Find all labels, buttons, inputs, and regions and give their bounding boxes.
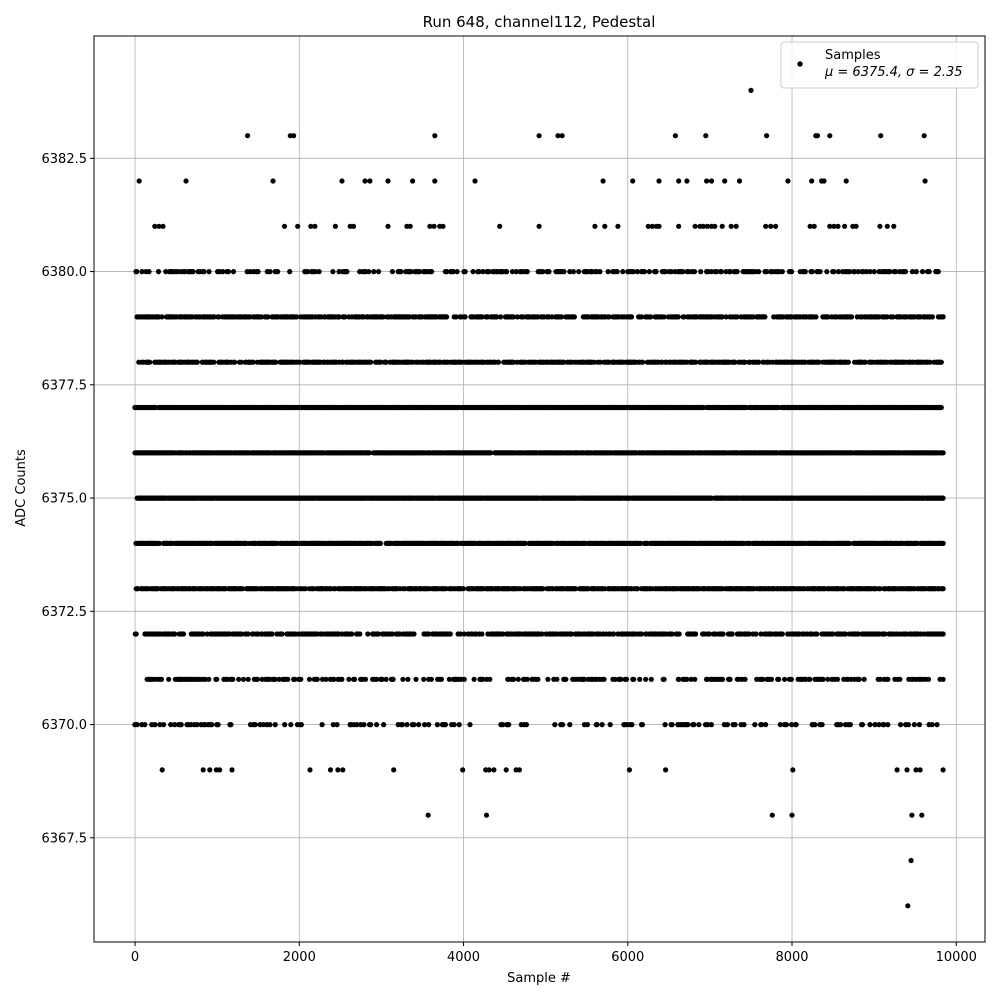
data-point xyxy=(368,359,374,365)
data-point xyxy=(849,314,855,320)
data-point xyxy=(779,631,785,637)
data-point xyxy=(676,631,682,637)
data-points xyxy=(132,87,946,909)
data-point xyxy=(940,450,946,456)
data-point xyxy=(180,631,187,637)
data-point xyxy=(753,631,759,637)
data-point xyxy=(693,631,699,637)
data-point xyxy=(929,314,936,320)
data-point xyxy=(495,359,502,365)
data-point xyxy=(156,540,163,547)
data-point xyxy=(940,540,946,547)
data-point xyxy=(675,314,681,320)
data-point xyxy=(729,631,735,637)
data-point xyxy=(269,631,275,637)
data-point xyxy=(232,359,238,365)
data-point xyxy=(648,314,654,320)
data-point xyxy=(640,359,646,365)
data-point xyxy=(813,314,819,320)
data-point xyxy=(938,404,944,411)
data-point xyxy=(147,359,153,365)
data-point xyxy=(377,540,383,547)
data-point xyxy=(365,631,371,637)
data-point xyxy=(411,631,417,637)
data-point xyxy=(447,631,453,637)
data-point xyxy=(498,314,504,320)
data-point xyxy=(194,359,200,365)
data-point xyxy=(720,631,726,637)
data-point xyxy=(940,586,946,592)
data-point xyxy=(762,314,768,320)
data-point xyxy=(488,450,494,456)
data-point xyxy=(938,359,944,365)
data-point xyxy=(845,359,852,365)
data-point xyxy=(479,631,485,637)
data-point xyxy=(814,631,820,637)
data-point xyxy=(279,631,285,637)
data-point xyxy=(940,495,946,501)
data-point xyxy=(172,631,178,637)
data-point xyxy=(349,631,355,637)
data-point xyxy=(211,359,217,365)
data-point xyxy=(571,314,578,320)
data-point xyxy=(357,631,363,637)
data-point xyxy=(460,586,466,592)
data-point xyxy=(133,631,139,637)
data-point xyxy=(159,314,165,320)
data-point xyxy=(444,314,450,320)
data-point xyxy=(462,314,468,320)
data-point xyxy=(628,314,635,320)
data-point xyxy=(366,450,372,456)
